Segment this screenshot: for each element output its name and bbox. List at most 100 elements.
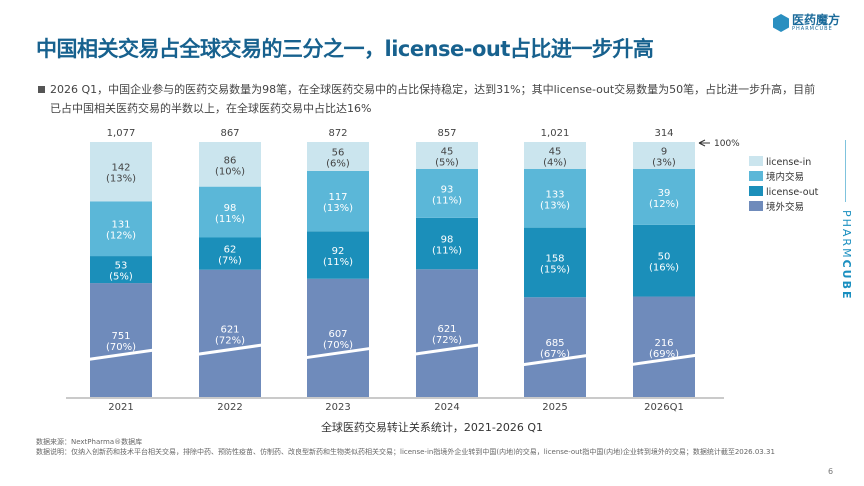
- x-tick-label: 2024: [434, 402, 459, 413]
- data-label-value: 92: [332, 246, 345, 257]
- side-divider: [845, 140, 846, 202]
- data-label-value: 45: [549, 147, 562, 158]
- bar-segment-license-out: [90, 256, 152, 284]
- data-label-pct: (12%): [106, 231, 136, 242]
- data-label-value: 50: [658, 252, 671, 263]
- x-tick-label: 2023: [325, 402, 350, 413]
- data-label-value: 39: [658, 188, 671, 199]
- axis-break-mark: [628, 353, 700, 367]
- data-label-value: 751: [111, 331, 130, 342]
- stacked-bar-chart: 751(70%)53(5%)131(12%)142(13%)1,07720216…: [66, 128, 819, 413]
- legend-swatch: [749, 186, 763, 196]
- data-label-pct: (7%): [218, 256, 242, 267]
- chart-title: 全球医药交易转让关系统计，2021-2026 Q1: [320, 421, 544, 434]
- axis-break-mark: [302, 346, 374, 360]
- page-title: 中国相关交易占全球交易的三分之一，license-out占比进一步升高: [36, 37, 654, 61]
- bar-segment-境内交易: [90, 201, 152, 257]
- data-label-value: 131: [111, 220, 130, 231]
- data-label-pct: (13%): [323, 203, 353, 214]
- side-brand-b: CUBE: [840, 259, 853, 301]
- data-label-pct: (72%): [432, 335, 462, 346]
- data-label-pct: (4%): [543, 158, 567, 169]
- summary: 2026 Q1，中国企业参与的医药交易数量为98笔，在全球医药交易中的占比保持稳…: [38, 80, 848, 118]
- summary-line-2: 已占中国相关医药交易的半数以上，在全球医药交易中占比达16%: [50, 102, 372, 115]
- data-label-pct: (12%): [649, 199, 679, 210]
- data-label-pct: (13%): [540, 200, 570, 211]
- data-label-value: 607: [328, 329, 347, 340]
- axis-break-mark: [194, 343, 266, 357]
- axis-break-mark: [519, 353, 591, 367]
- total-label: 314: [654, 128, 673, 139]
- data-label-value: 62: [224, 245, 237, 256]
- data-label-value: 98: [224, 203, 237, 214]
- data-label-value: 53: [115, 261, 128, 272]
- x-tick-label: 2025: [542, 402, 567, 413]
- data-label-value: 158: [545, 253, 564, 264]
- bar-segment-境外交易: [416, 269, 478, 397]
- total-label: 867: [220, 128, 239, 139]
- axis-break-mark: [85, 348, 157, 362]
- x-tick-label: 2022: [217, 402, 242, 413]
- data-label-pct: (5%): [109, 272, 133, 283]
- legend-label: 境外交易: [766, 201, 804, 213]
- data-label-pct: (16%): [649, 263, 679, 274]
- bar-segment-license-in: [307, 142, 369, 171]
- logo-en: PHARMCUBE: [792, 26, 833, 32]
- bar-segment-license-in: [633, 142, 695, 169]
- summary-line-1: 2026 Q1，中国企业参与的医药交易数量为98笔，在全球医药交易中的占比保持稳…: [50, 83, 816, 96]
- data-label-value: 142: [111, 163, 130, 174]
- bar-segment-境内交易: [416, 169, 478, 218]
- data-label-pct: (10%): [215, 166, 245, 177]
- data-label-pct: (13%): [106, 174, 136, 185]
- data-label-pct: (11%): [323, 257, 353, 268]
- x-tick-label: 2026Q1: [644, 402, 684, 413]
- data-label-pct: (70%): [323, 340, 353, 351]
- data-label-pct: (11%): [432, 246, 462, 257]
- data-label-value: 93: [441, 184, 454, 195]
- bar-segment-境内交易: [524, 169, 586, 228]
- legend-swatch: [749, 156, 763, 166]
- data-label-pct: (70%): [106, 342, 136, 353]
- data-label-value: 216: [654, 338, 673, 349]
- data-label-value: 45: [441, 147, 454, 158]
- bar-segment-license-in: [416, 142, 478, 169]
- total-label: 872: [328, 128, 347, 139]
- data-label-pct: (3%): [652, 158, 676, 169]
- bar-segment-license-out: [416, 217, 478, 270]
- data-note: 数据说明：仅纳入创新药和技术平台相关交易，排除中药、预防性疫苗、仿制药、改良型新…: [36, 448, 775, 456]
- axis-break-mark: [411, 342, 483, 356]
- data-label-pct: (11%): [215, 214, 245, 225]
- bar-segment-license-out: [199, 237, 261, 270]
- cube-logo-icon: [773, 14, 789, 32]
- arrow-icon: [698, 139, 710, 147]
- data-label-value: 9: [661, 147, 667, 158]
- data-label-value: 621: [437, 324, 456, 335]
- annotation-100pct: 100%: [714, 139, 740, 149]
- legend-label: license-out: [766, 187, 819, 198]
- page-number: 6: [828, 467, 834, 476]
- data-label-pct: (15%): [540, 264, 570, 275]
- data-label-pct: (11%): [432, 195, 462, 206]
- bar-segment-境外交易: [90, 283, 152, 397]
- legend-swatch: [749, 201, 763, 211]
- footnotes: 数据来源：NextPharma®数据库 数据说明：仅纳入创新药和技术平台相关交易…: [36, 437, 816, 457]
- bar-segment-境内交易: [307, 170, 369, 232]
- bar-segment-境外交易: [633, 296, 695, 397]
- bar-segment-境内交易: [199, 186, 261, 238]
- data-label-pct: (67%): [540, 349, 570, 360]
- data-label-value: 86: [224, 155, 237, 166]
- data-label-value: 56: [332, 147, 345, 158]
- data-label-value: 117: [328, 192, 347, 203]
- x-tick-label: 2021: [108, 402, 133, 413]
- data-label-value: 685: [545, 338, 564, 349]
- brand-logo: 医药魔方 PHARMCUBE: [773, 14, 840, 32]
- side-brand-a: PHARM: [840, 210, 853, 260]
- bar-segment-license-out: [524, 227, 586, 298]
- bullet-icon: [38, 86, 45, 93]
- total-label: 857: [437, 128, 456, 139]
- bar-segment-license-in: [90, 142, 152, 202]
- bar-segment-license-out: [633, 224, 695, 297]
- bar-segment-境外交易: [524, 297, 586, 397]
- legend-swatch: [749, 171, 763, 181]
- source-note: 数据来源：NextPharma®数据库: [36, 438, 143, 446]
